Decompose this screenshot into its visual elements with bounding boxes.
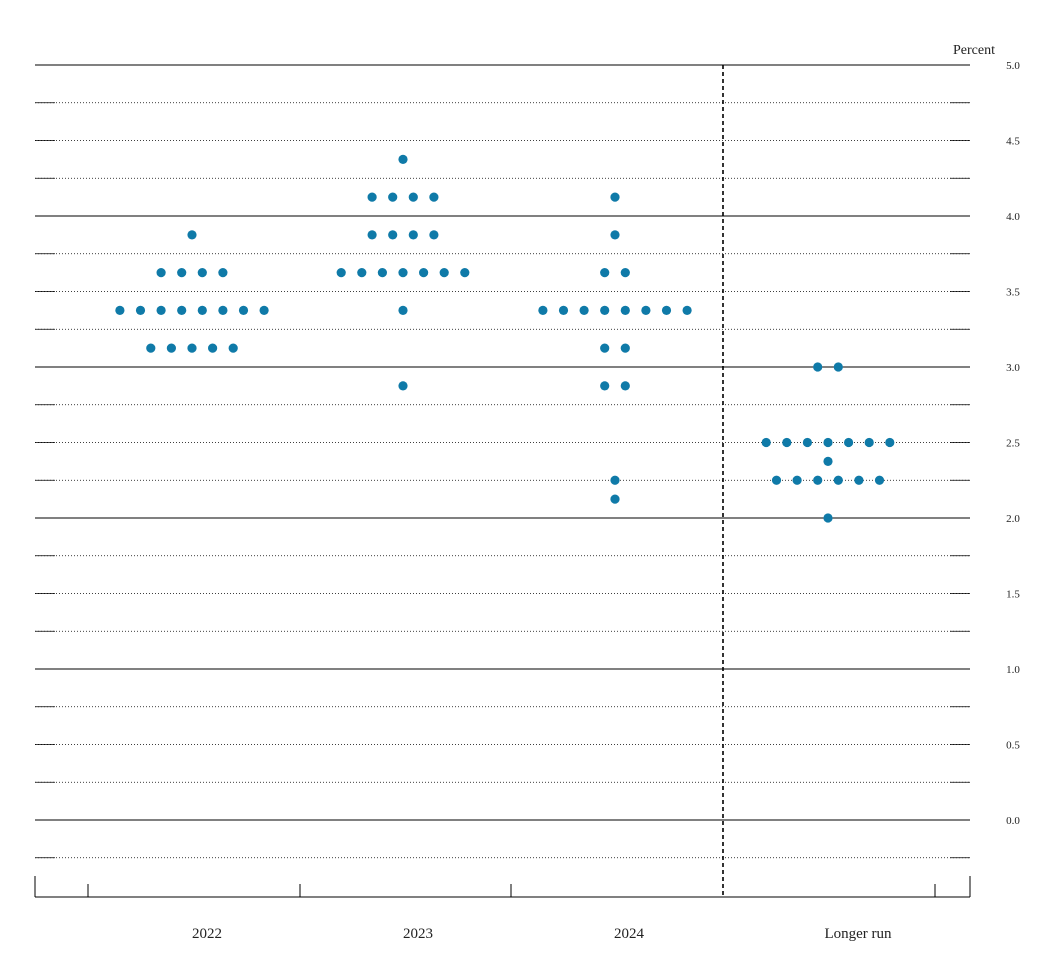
dot-2023 xyxy=(367,230,377,240)
dot-longer-run xyxy=(782,437,792,448)
category-label: Longer run xyxy=(824,926,892,942)
dot-2022 xyxy=(146,343,156,353)
dot-2024 xyxy=(641,305,651,315)
dot-2024 xyxy=(620,381,630,391)
dot-2022 xyxy=(197,268,207,278)
dot-longer-run xyxy=(844,437,854,448)
dot-2022 xyxy=(187,230,197,240)
dot-2024 xyxy=(682,305,692,315)
dot-longer-run xyxy=(874,475,885,485)
dot-2024 xyxy=(600,343,610,353)
dot-2022 xyxy=(208,343,218,353)
dot-2023 xyxy=(388,230,398,240)
dot-2024 xyxy=(610,192,620,202)
dot-longer-run xyxy=(813,475,823,485)
dot-2024 xyxy=(620,268,630,278)
dot-longer-run xyxy=(864,437,874,448)
dot-2024 xyxy=(610,475,620,485)
dot-longer-run xyxy=(823,513,833,523)
dot-2023 xyxy=(408,230,418,240)
dot-2024 xyxy=(610,230,620,240)
dot-2024 xyxy=(600,268,610,278)
dot-2022 xyxy=(177,268,187,278)
dot-longer-run xyxy=(792,475,802,485)
dot-2023 xyxy=(398,268,408,278)
y-tick-label: 2.5 xyxy=(1006,438,1020,450)
dot-2022 xyxy=(156,305,166,315)
dot-longer-run xyxy=(802,437,813,448)
category-label: 2024 xyxy=(614,926,645,942)
dot-2022 xyxy=(238,305,249,315)
dot-2024 xyxy=(579,305,589,315)
y-tick-label: 0.5 xyxy=(1006,740,1020,752)
y-tick-label: 3.0 xyxy=(1006,362,1020,374)
data-dots xyxy=(115,154,895,523)
dot-2022 xyxy=(197,305,207,315)
dot-2022 xyxy=(228,343,238,353)
dot-longer-run xyxy=(761,437,771,448)
dot-2023 xyxy=(439,268,449,278)
dot-2022 xyxy=(218,305,228,315)
dot-2022 xyxy=(115,305,125,315)
dot-2022 xyxy=(259,305,269,315)
y-tick-label: 1.5 xyxy=(1006,589,1020,601)
dot-2022 xyxy=(187,343,197,353)
y-tick-label: 4.5 xyxy=(1006,136,1020,148)
dot-2023 xyxy=(388,192,398,202)
dot-2023 xyxy=(398,305,408,315)
dot-2023 xyxy=(367,192,377,202)
unit-label: Percent xyxy=(953,43,995,58)
dot-2023 xyxy=(398,154,408,164)
dot-2024 xyxy=(620,305,630,315)
dot-2024 xyxy=(610,494,620,504)
category-labels: 2022 2023 2024 Longer run xyxy=(192,926,892,942)
dot-2023 xyxy=(460,268,470,278)
category-label: 2022 xyxy=(192,926,222,942)
dot-2024 xyxy=(600,305,610,315)
dot-2022 xyxy=(166,343,176,353)
dot-2024 xyxy=(558,305,569,315)
dot-longer-run xyxy=(823,456,833,466)
dot-2023 xyxy=(408,192,418,202)
dot-2024 xyxy=(600,381,610,391)
dot-2024 xyxy=(620,343,630,353)
y-tick-label: 2.0 xyxy=(1006,513,1020,525)
dot-2022 xyxy=(135,305,146,315)
dot-longer-run xyxy=(823,437,833,448)
dot-2024 xyxy=(538,305,548,315)
dot-2023 xyxy=(398,381,408,391)
x-axis xyxy=(34,876,971,898)
category-label: 2023 xyxy=(403,926,433,942)
dot-2023 xyxy=(419,268,429,278)
y-tick-label: 0.0 xyxy=(1006,815,1020,827)
dot-longer-run xyxy=(833,362,843,372)
y-tick-label: 3.5 xyxy=(1006,287,1020,299)
gridlines xyxy=(35,64,970,859)
y-tick-label: 5.0 xyxy=(1006,60,1020,72)
dot-2022 xyxy=(156,268,166,278)
dot-longer-run xyxy=(854,475,864,485)
dot-2022 xyxy=(218,268,228,278)
dot-2023 xyxy=(357,268,367,278)
dot-2024 xyxy=(661,305,672,315)
dot-longer-run xyxy=(885,437,895,448)
dot-2023 xyxy=(429,230,439,240)
dot-2023 xyxy=(336,268,346,278)
dot-2023 xyxy=(429,192,439,202)
dot-2022 xyxy=(177,305,187,315)
dot-longer-run xyxy=(813,362,823,372)
dot-2023 xyxy=(377,268,387,278)
y-tick-label: 1.0 xyxy=(1006,664,1020,676)
dot-longer-run xyxy=(833,475,843,485)
dot-longer-run xyxy=(771,475,782,485)
y-tick-labels: 5.0 4.5 4.0 3.5 3.0 2.5 2.0 1.5 1.0 0.5 0.0 xyxy=(1006,60,1020,827)
y-tick-label: 4.0 xyxy=(1006,211,1020,223)
